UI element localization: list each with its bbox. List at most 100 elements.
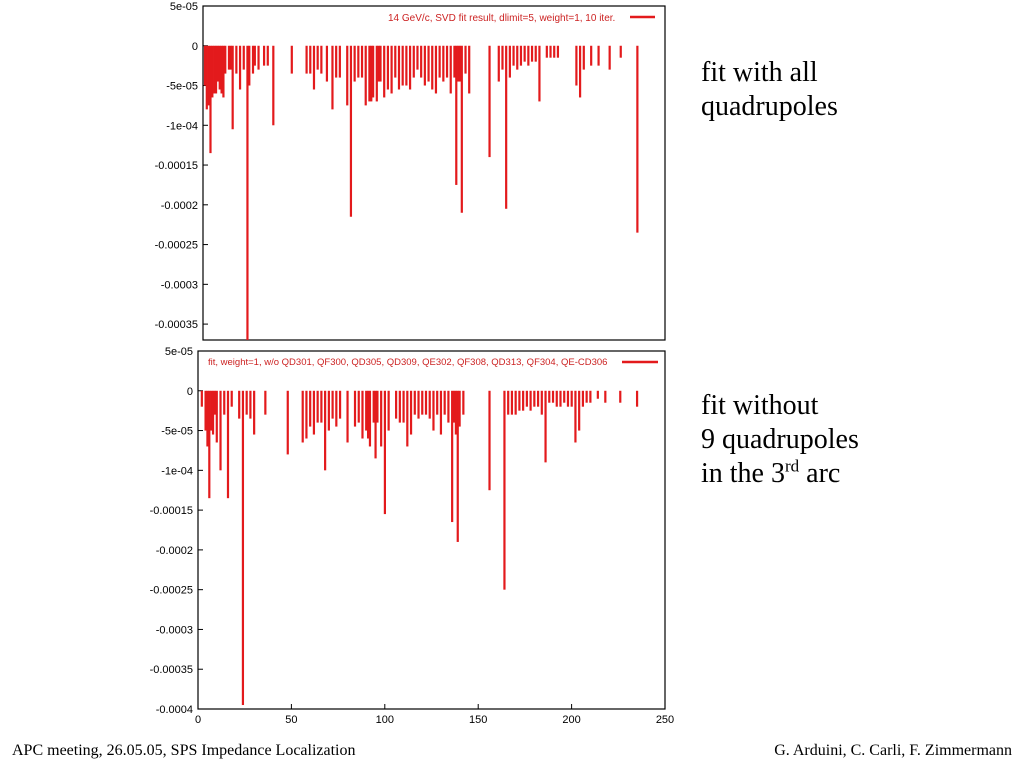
chart-bottom-bar (570, 390, 573, 407)
chart-top-bar (582, 45, 585, 70)
chart-top-bar (578, 45, 582, 98)
chart-top-bar (231, 45, 234, 130)
chart-bottom-bar (361, 390, 364, 439)
chart-top-bar (320, 45, 323, 74)
chart-bottom-bar (525, 390, 528, 407)
description-top: fit with all quadrupoles (701, 56, 838, 124)
description-bottom-line3: in the 3rd arc (701, 457, 859, 491)
chart-bottom-bar (421, 390, 424, 415)
chart-top-ytick-label: -1e-04 (166, 120, 198, 132)
chart-bottom-bar (309, 390, 312, 427)
chart-bottom-bar (409, 390, 413, 435)
chart-top-bar (468, 45, 471, 94)
chart-bottom-bar (518, 390, 521, 411)
chart-top-bar (608, 45, 611, 70)
chart-bottom-bar (548, 390, 551, 403)
chart-top-bar (205, 45, 208, 110)
chart-top-ytick-label: 0 (192, 41, 198, 53)
chart-bottom-bar (439, 390, 443, 435)
chart-bottom-ytick-label: -0.00025 (150, 585, 193, 597)
chart-top-bar (401, 45, 404, 86)
chart-top-bar (372, 45, 375, 98)
chart-bottom-bar (305, 390, 308, 439)
chart-bottom-bar (514, 390, 517, 415)
chart-bottom-bar (387, 390, 390, 431)
chart-top-bar (262, 45, 266, 66)
chart-bottom-bar (402, 390, 405, 423)
chart-top-bar (386, 45, 389, 90)
chart-bottom-xtick-label: 0 (195, 714, 201, 726)
chart-bottom-bar (417, 390, 420, 419)
chart-bottom-bar (245, 390, 248, 415)
chart-bottom-ytick-label: -5e-05 (161, 426, 193, 438)
description-bottom-line1: fit without (701, 390, 819, 421)
chart-top-bar (316, 45, 319, 70)
chart-top-bar (251, 45, 255, 74)
chart-top-bar (216, 45, 219, 82)
chart-bottom-bar (372, 390, 375, 423)
chart-bottom-xtick-label: 200 (562, 714, 580, 726)
chart-top-bar (266, 45, 269, 66)
chart-top-bar (248, 45, 251, 86)
chart-bottom-bar (581, 390, 585, 407)
chart-bottom-bar (226, 390, 230, 499)
chart-top-bar (412, 45, 415, 78)
chart-top-bar (508, 45, 511, 78)
chart-bottom-ytick-label: 5e-05 (165, 346, 193, 358)
chart-top-bar (527, 45, 530, 66)
chart-bottom-bar (544, 390, 547, 463)
chart-bottom-bar (578, 390, 581, 431)
chart-bottom-bar (585, 390, 588, 403)
chart-top-ytick-label: 5e-05 (170, 1, 198, 13)
chart-top-bar (246, 45, 249, 340)
chart-top-bar (218, 45, 221, 90)
chart-bottom-bar (529, 390, 532, 411)
chart-top-bar (553, 45, 556, 58)
chart-top-bar (368, 45, 371, 102)
chart-top-bar (449, 45, 452, 94)
chart-bottom-bar (210, 390, 213, 431)
chart-bottom-bar (635, 390, 639, 407)
chart-top-bar (523, 45, 526, 62)
chart-top-bar (203, 45, 207, 86)
footer-left: APC meeting, 26.05.05, SPS Impedance Loc… (12, 742, 356, 759)
chart-bottom-bar (406, 390, 409, 447)
chart-bottom-bar (368, 390, 372, 447)
chart-bottom-bar (376, 390, 379, 423)
chart-bottom-bar (211, 390, 215, 435)
chart-bottom-bar (365, 390, 368, 431)
chart-top-bar (331, 45, 334, 110)
chart-bottom-ytick-label: -0.00015 (150, 505, 193, 517)
chart-bottom-bar (230, 390, 233, 407)
chart-bottom-bar (213, 390, 217, 415)
chart-top-bar (360, 45, 364, 78)
chart-top-bar (357, 45, 360, 78)
chart-top-bar (597, 45, 600, 66)
chart-bottom-bar (596, 390, 599, 399)
chart-bottom-bar (206, 390, 209, 447)
charts-area: 14 GeV/c, SVD fit result, dlimit=5, weig… (150, 1, 675, 726)
chart-bottom-bar (488, 390, 491, 491)
chart-bottom-bar (536, 390, 540, 407)
chart-bottom-bar (458, 390, 461, 427)
chart-bottom-bar (522, 390, 525, 411)
chart-top-bar (427, 45, 430, 82)
chart-top-bar (257, 45, 260, 70)
chart-bottom-bar (286, 390, 289, 455)
chart-top-bar (235, 45, 238, 74)
chart-bottom-bar (219, 390, 222, 471)
chart-bottom-frame (197, 350, 666, 710)
chart-top-bar (383, 45, 386, 98)
chart-top-frame (202, 5, 666, 341)
chart-bottom-bar (452, 390, 456, 423)
chart-top-bar (379, 45, 382, 82)
chart-top-bar (375, 45, 378, 102)
chart-top-bar (353, 45, 356, 82)
chart-top-bar (505, 45, 508, 209)
chart-bottom-bar (327, 390, 330, 431)
chart-bottom-bar (353, 390, 357, 427)
chart-bottom-bar (380, 390, 383, 447)
chart-top-bar (590, 45, 593, 66)
chart-top-bar (390, 45, 393, 94)
chart-bottom-bar (223, 390, 226, 415)
